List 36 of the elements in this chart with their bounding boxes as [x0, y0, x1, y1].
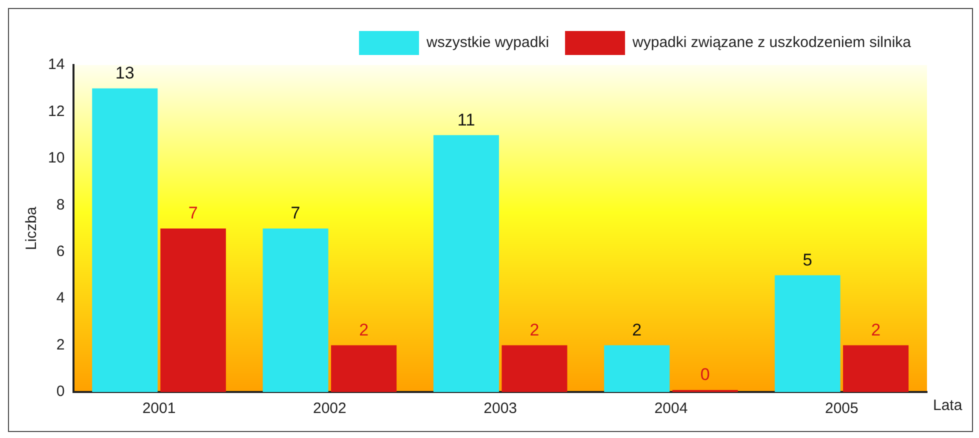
data-label: 5 [802, 250, 812, 270]
data-label: 0 [700, 365, 710, 384]
bar [262, 228, 328, 392]
data-label: 2 [530, 320, 540, 340]
data-label: 2 [632, 320, 642, 340]
bar [774, 275, 840, 392]
x-tick-label: 2004 [654, 400, 688, 418]
y-tick-label: 14 [48, 56, 65, 74]
bar [331, 345, 397, 392]
data-label: 11 [457, 110, 476, 130]
x-tick-label: 2002 [312, 400, 346, 418]
data-label: 2 [871, 320, 881, 340]
y-tick-label: 2 [56, 336, 65, 354]
legend-label: wypadki związane z uszkodzeniem silnika [632, 34, 912, 52]
y-tick-label: 0 [56, 383, 65, 400]
x-axis-title: Lata [933, 397, 963, 414]
bar [843, 345, 909, 392]
data-label: 7 [290, 204, 300, 223]
y-tick-label: 10 [48, 150, 65, 167]
y-tick-label: 4 [56, 290, 65, 307]
x-tick-label: 2001 [142, 400, 176, 418]
bar [604, 345, 670, 392]
data-label: 13 [115, 64, 134, 83]
y-tick-label: 12 [48, 102, 65, 120]
data-label: 7 [188, 204, 198, 223]
legend-label: wszystkie wypadki [426, 34, 550, 52]
bar [160, 228, 226, 392]
bar [92, 88, 158, 392]
data-label: 2 [359, 320, 369, 340]
x-tick-label: 2005 [824, 400, 858, 418]
x-tick-label: 2003 [484, 400, 518, 418]
bar [502, 345, 568, 392]
y-tick-label: 8 [56, 196, 65, 214]
y-axis-title: Liczba [23, 206, 40, 250]
bar [433, 135, 499, 392]
y-tick-label: 6 [56, 243, 65, 260]
